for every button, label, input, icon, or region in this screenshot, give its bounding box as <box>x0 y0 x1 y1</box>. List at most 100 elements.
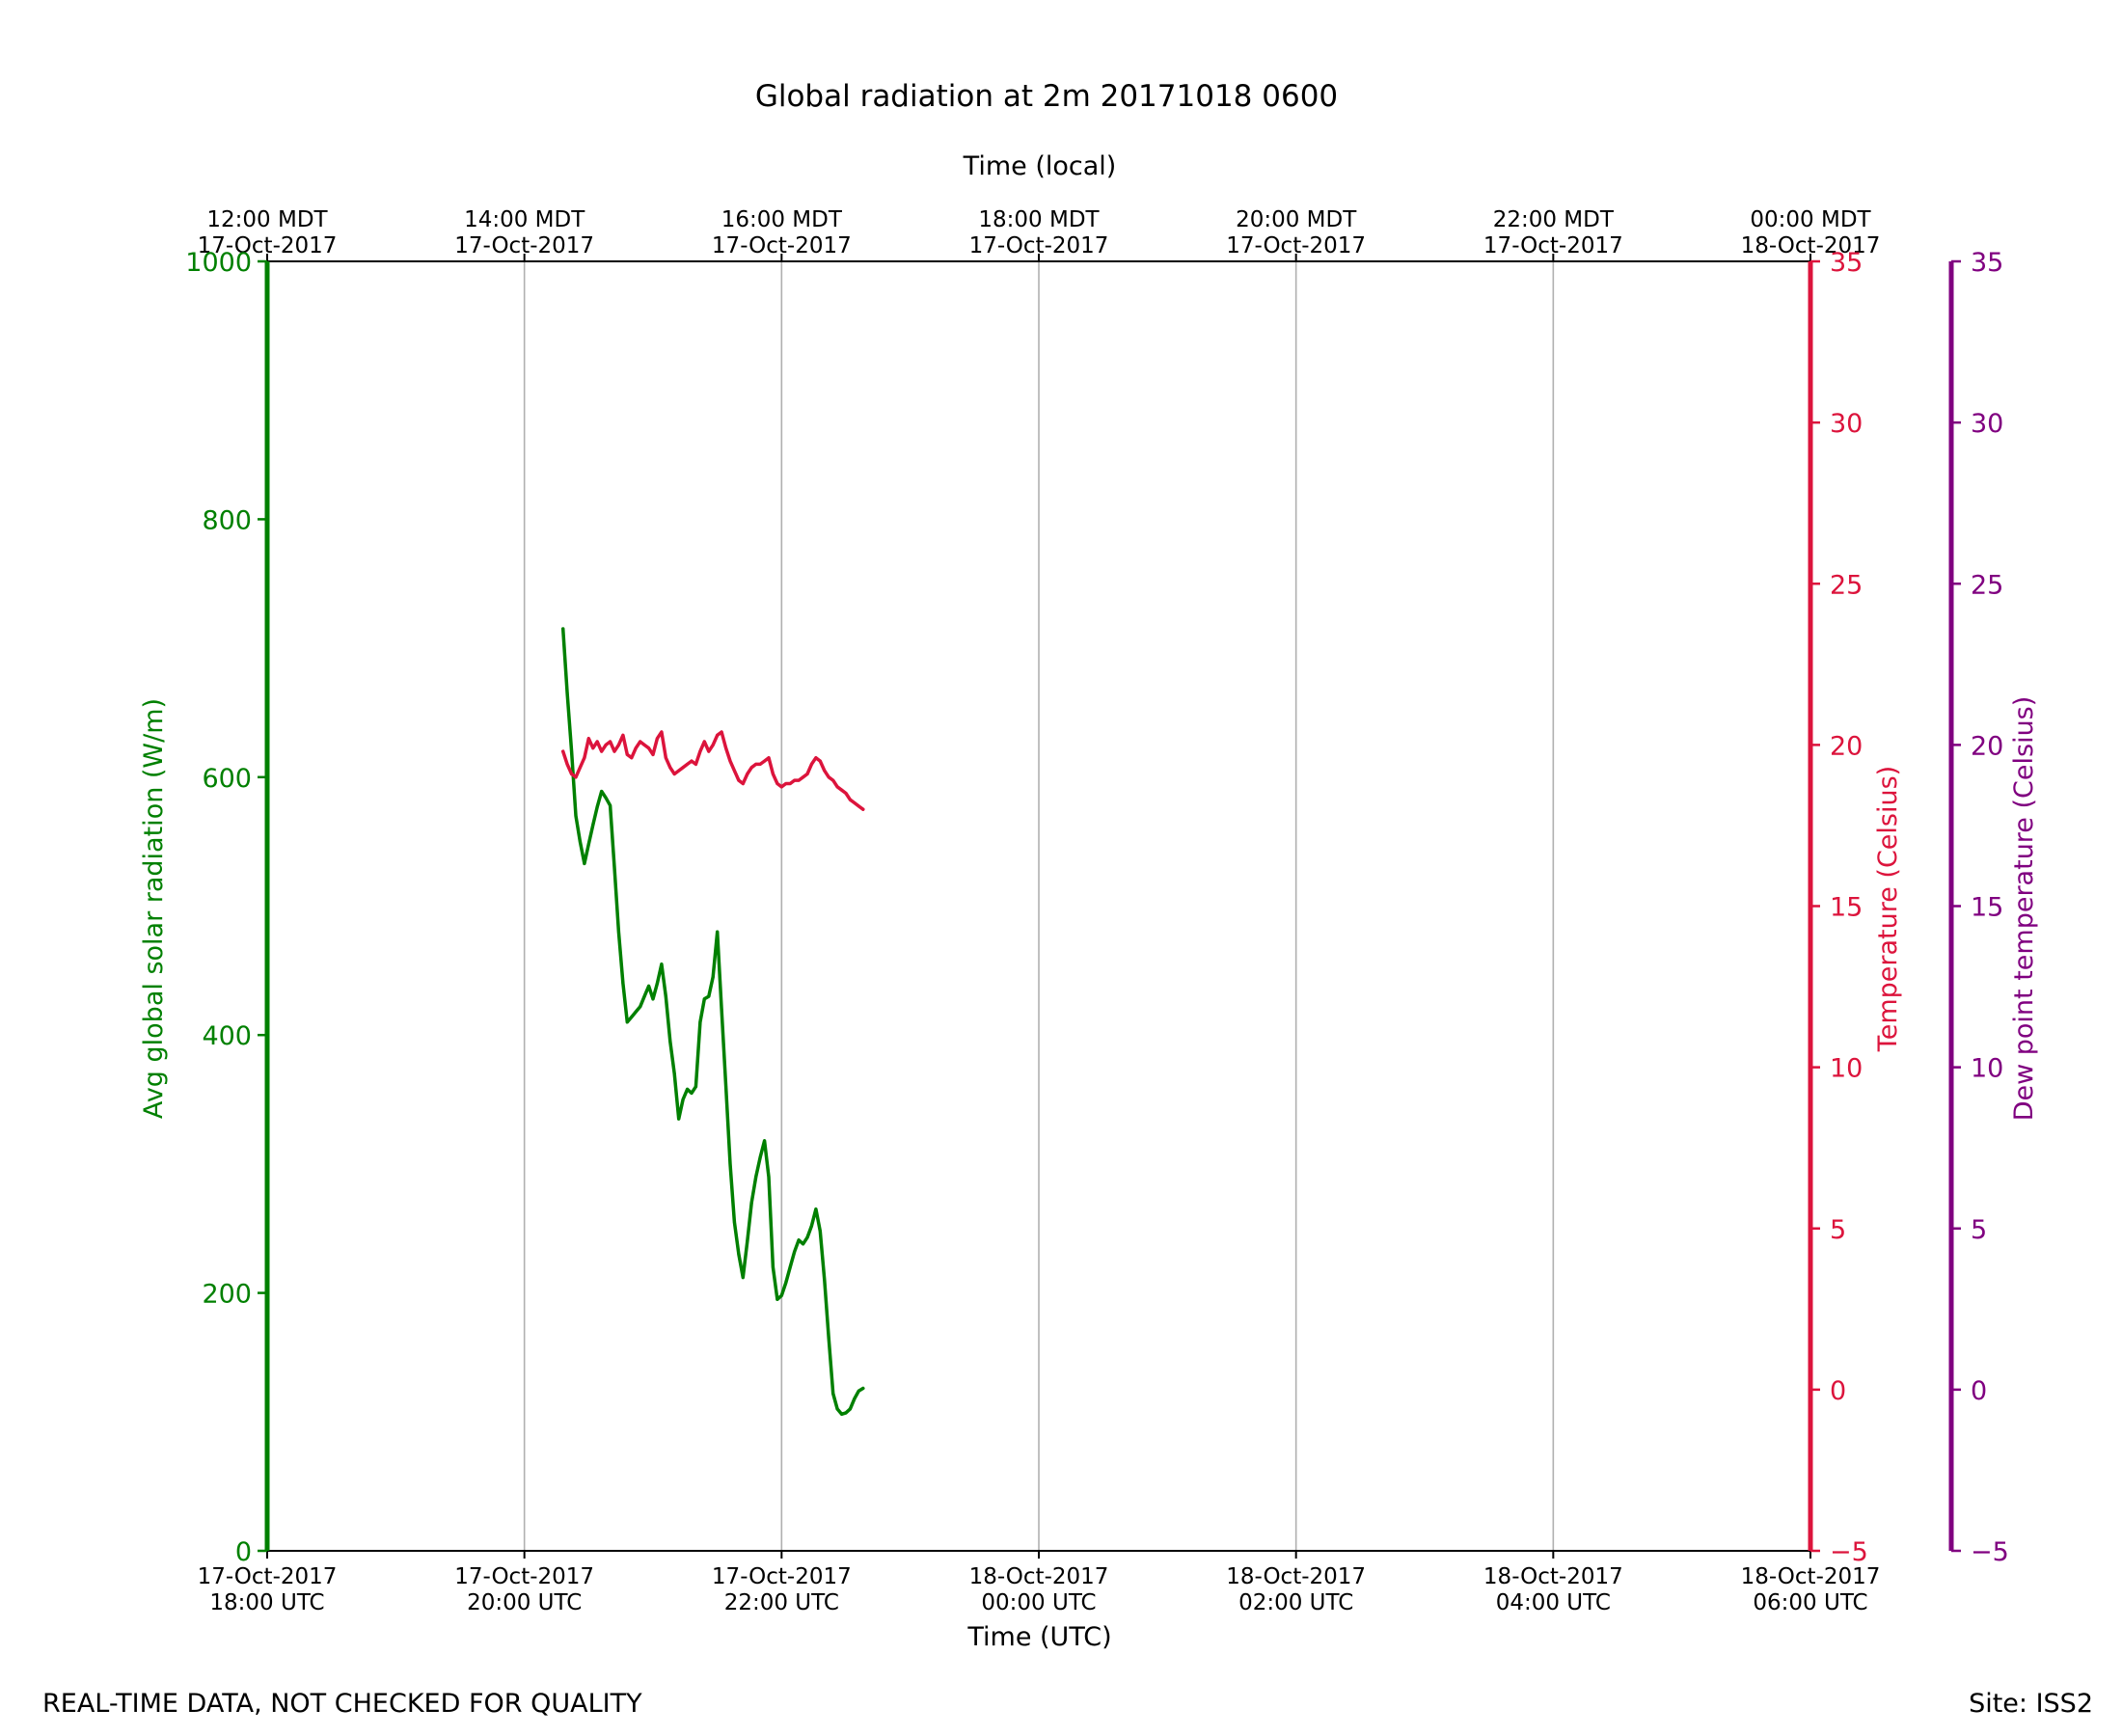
x-tick-label-line: 17-Oct-2017 <box>712 1564 852 1589</box>
x-tick-label-line: 04:00 UTC <box>1496 1590 1611 1615</box>
y-tick-label-dewpoint: 20 <box>1971 731 2003 761</box>
x-tick-label-line: 22:00 UTC <box>724 1590 839 1615</box>
data-point <box>716 930 720 934</box>
x-tick-label-line: 17-Oct-2017 <box>198 233 338 258</box>
data-point <box>672 772 676 775</box>
data-point <box>651 997 655 1001</box>
x-tick-label-line: 17-Oct-2017 <box>969 233 1109 258</box>
y-tick-label-left: 400 <box>202 1021 252 1051</box>
data-point <box>844 1411 848 1415</box>
chart-title: Global radiation at 2m 20171018 0600 <box>755 79 1338 114</box>
data-point <box>746 1239 749 1243</box>
data-point <box>642 743 646 746</box>
y-tick-label-dewpoint: 30 <box>1971 409 2003 439</box>
footer-site-label: Site: ISS2 <box>1969 1689 2093 1719</box>
data-point <box>664 994 667 998</box>
data-point <box>694 1085 697 1089</box>
data-point <box>578 840 582 844</box>
data-point <box>771 1265 775 1269</box>
data-point <box>655 737 659 741</box>
data-point <box>634 1010 638 1014</box>
data-point <box>818 759 822 763</box>
data-point <box>694 762 697 766</box>
left-y-axis-label: Avg global solar radiation (W/m) <box>139 698 169 1119</box>
data-point <box>720 730 723 734</box>
y-tick-label-dewpoint: 35 <box>1971 248 2003 278</box>
data-point <box>655 982 659 986</box>
data-point <box>793 1250 797 1254</box>
data-point <box>861 807 865 811</box>
top-x-axis-label: Time (local) <box>963 151 1117 181</box>
data-point <box>647 746 651 750</box>
x-tick-label-line: 00:00 UTC <box>981 1590 1096 1615</box>
x-tick-label-line: 22:00 MDT <box>1493 207 1615 232</box>
data-point <box>686 1087 690 1091</box>
data-point <box>835 1407 839 1411</box>
x-tick-label-bottom: 18-Oct-2017 06:00 UTC <box>1741 1564 1881 1615</box>
temperature-axis-label: Temperature (Celsius) <box>1873 766 1903 1052</box>
data-point <box>604 796 608 800</box>
x-tick-label-line: 17-Oct-2017 <box>1483 233 1623 258</box>
data-point <box>630 1015 634 1018</box>
data-point <box>686 762 690 766</box>
data-point <box>561 749 565 753</box>
data-point <box>823 769 827 773</box>
data-point <box>749 1201 753 1205</box>
data-point <box>574 814 578 818</box>
data-point <box>793 778 797 782</box>
data-point <box>775 781 779 785</box>
data-point <box>788 1265 792 1269</box>
y-tick-label-dewpoint: 25 <box>1971 570 2003 600</box>
data-point <box>591 746 595 750</box>
data-point <box>625 1020 629 1024</box>
data-point <box>853 1397 857 1400</box>
y-tick-label-dewpoint: 15 <box>1971 893 2003 923</box>
data-point <box>818 1229 822 1233</box>
data-point <box>570 749 574 753</box>
y-tick-label-dewpoint: 5 <box>1971 1215 1987 1245</box>
data-point <box>677 769 681 773</box>
data-point <box>690 759 694 763</box>
data-point <box>827 1336 830 1340</box>
data-point <box>831 778 835 782</box>
data-point <box>698 749 702 753</box>
data-point <box>664 756 667 760</box>
data-point <box>775 1297 779 1301</box>
data-point <box>616 930 620 934</box>
y-tick-label-temperature: 5 <box>1830 1215 1846 1245</box>
dewpoint-axis-label: Dew point temperature (Celsius) <box>2009 696 2039 1122</box>
y-tick-label-dewpoint: 10 <box>1971 1054 2003 1084</box>
data-point <box>609 803 612 807</box>
data-point <box>565 762 569 766</box>
x-tick-label-line: 17-Oct-2017 <box>1226 233 1366 258</box>
data-point <box>737 1252 741 1256</box>
data-point <box>565 692 569 695</box>
x-tick-label-bottom: 18-Oct-2017 00:00 UTC <box>969 1564 1109 1615</box>
x-tick-label-top: 18:00 MDT 17-Oct-2017 <box>969 207 1109 258</box>
data-point <box>758 762 762 766</box>
data-point <box>707 749 711 753</box>
y-tick-label-temperature: 20 <box>1830 731 1863 761</box>
y-tick-label-temperature: 30 <box>1830 409 1863 439</box>
data-point <box>802 1242 805 1246</box>
data-point <box>732 1220 736 1224</box>
x-tick-label-bottom: 18-Oct-2017 04:00 UTC <box>1483 1564 1623 1615</box>
data-point <box>668 1040 672 1044</box>
data-point <box>763 1139 767 1143</box>
data-point <box>814 1207 818 1211</box>
data-point <box>802 775 805 779</box>
data-point <box>754 1175 758 1179</box>
footer-quality-note: REAL-TIME DATA, NOT CHECKED FOR QUALITY <box>42 1689 642 1719</box>
data-point <box>758 1155 762 1159</box>
x-tick-label-bottom: 17-Oct-2017 20:00 UTC <box>454 1564 594 1615</box>
data-point <box>621 733 625 737</box>
data-point <box>660 730 664 734</box>
x-tick-label-top: 12:00 MDT 17-Oct-2017 <box>198 207 338 258</box>
data-point <box>784 781 788 785</box>
y-tick-label-temperature: 15 <box>1830 893 1863 923</box>
data-point <box>668 766 672 770</box>
data-point <box>823 1278 827 1282</box>
data-point <box>621 982 625 986</box>
data-point <box>630 756 634 760</box>
data-point <box>702 997 706 1001</box>
